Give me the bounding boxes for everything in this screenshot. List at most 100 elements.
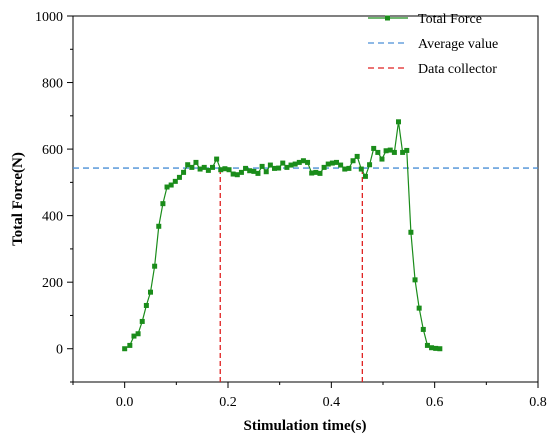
total-force-point (280, 160, 286, 166)
total-force-point (334, 159, 339, 165)
total-force-point (400, 149, 406, 155)
total-force-point (420, 326, 426, 332)
x-tick-label: 0.0 (116, 395, 134, 410)
total-force-point (424, 342, 430, 348)
total-force-line (124, 121, 440, 350)
total-force-point (437, 346, 443, 352)
total-force-point (342, 166, 348, 172)
total-force-point (247, 168, 253, 174)
total-force-point (243, 165, 249, 171)
total-force-point (309, 170, 315, 176)
total-force-point (346, 165, 352, 171)
total-force-point (210, 164, 215, 170)
total-force-point (185, 162, 191, 168)
total-force-point (205, 167, 211, 173)
total-force-point (226, 167, 232, 173)
total-force-point (218, 167, 224, 173)
total-force-point (181, 169, 187, 175)
y-axis-label: Total Force(N) (10, 152, 26, 246)
x-axis: 0.0 0.2 0.4 0.6 0.8 (72, 382, 547, 410)
legend-label: Data collector (418, 62, 497, 77)
plot-frame (72, 15, 539, 383)
reference-lines (73, 167, 538, 382)
total-force-point (408, 229, 414, 235)
total-force-point (433, 345, 439, 351)
total-force-point (354, 153, 360, 159)
x-tick-label: 0.4 (323, 395, 341, 410)
total-force-point (176, 174, 182, 180)
total-force-point (362, 173, 368, 179)
total-force-point (201, 164, 207, 170)
total-force-point (379, 156, 385, 162)
y-tick-label: 0 (56, 343, 63, 358)
total-force-point (131, 333, 137, 339)
total-force-point (288, 162, 294, 168)
total-force-point (296, 159, 302, 165)
total-force-point (325, 161, 331, 167)
legend-label: Total Force (418, 12, 482, 27)
total-force-point (396, 119, 401, 125)
total-force-point (160, 201, 166, 207)
total-force-point (375, 149, 381, 155)
x-tick-label: 0.8 (529, 395, 547, 410)
y-tick-label: 1000 (35, 10, 63, 25)
total-force-point (251, 168, 257, 174)
total-force-point (127, 342, 133, 348)
legend-label: Average value (418, 37, 498, 52)
y-tick-label: 800 (42, 77, 63, 92)
total-force-point (168, 182, 174, 188)
total-force-point (358, 166, 364, 172)
total-force-point (412, 277, 418, 283)
total-force-point (383, 148, 389, 154)
total-force-point (156, 223, 162, 229)
total-force-point (305, 159, 311, 165)
total-force-point (214, 156, 220, 162)
y-axis: 0 200 400 600 800 1000 (35, 10, 73, 383)
total-force-point (313, 169, 319, 175)
total-force-point (152, 263, 158, 269)
total-force-point (255, 170, 261, 176)
total-force-point (387, 147, 393, 153)
legend-marker (385, 15, 390, 21)
total-force-point (267, 162, 273, 168)
total-force-point (122, 346, 128, 352)
y-tick-label: 400 (42, 210, 63, 225)
total-force-point (230, 171, 236, 177)
total-force-point (292, 161, 298, 167)
total-force-point (189, 164, 195, 170)
total-force-point (272, 165, 277, 171)
total-force-point (238, 169, 244, 175)
total-force-point (164, 184, 170, 190)
total-force-point (371, 145, 377, 151)
total-force-point (234, 172, 240, 178)
total-force-point (172, 178, 178, 184)
series-layer (122, 119, 443, 352)
total-force-point (139, 318, 145, 324)
y-tick-label: 600 (42, 143, 63, 158)
total-force-point (404, 147, 410, 153)
total-force-point (416, 305, 422, 311)
y-tick-label: 200 (42, 276, 63, 291)
total-force-point (321, 164, 327, 170)
total-force-point (429, 345, 435, 351)
total-force-point (197, 166, 203, 172)
total-force-point (391, 149, 397, 155)
total-force-point (350, 158, 356, 164)
total-force-point (222, 166, 228, 172)
x-tick-label: 0.6 (426, 395, 444, 410)
total-force-point (193, 159, 199, 165)
total-force-point (367, 162, 373, 168)
total-force-point (338, 162, 344, 168)
total-force-point (276, 165, 282, 171)
total-force-point (284, 164, 290, 170)
total-force-point (148, 289, 153, 295)
x-tick-label: 0.2 (219, 395, 237, 410)
total-force-point (259, 163, 265, 169)
total-force-point (135, 331, 141, 337)
x-axis-label: Stimulation time(s) (244, 418, 367, 434)
total-force-point (143, 302, 149, 308)
total-force-point (263, 169, 269, 175)
legend: Total Force Average value Data collector (368, 12, 498, 77)
total-force-point (329, 160, 335, 166)
